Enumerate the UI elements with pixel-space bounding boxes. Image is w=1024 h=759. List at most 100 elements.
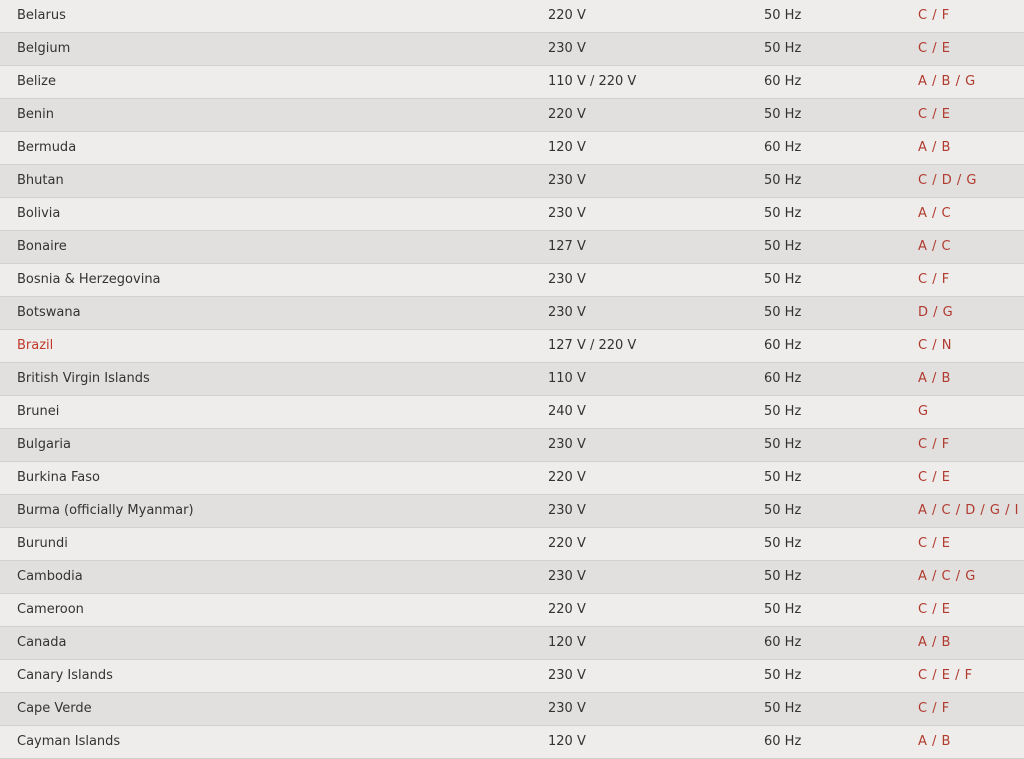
plug-types-cell: A / C / D / G / I [918, 503, 1019, 518]
frequency-cell: 50 Hz [764, 404, 802, 419]
voltage-cell: 120 V [548, 734, 586, 749]
table-row: Bhutan 230 V 50 Hz C / D / G [0, 165, 1024, 198]
voltage-cell: 230 V [548, 206, 586, 221]
voltage-cell: 240 V [548, 404, 586, 419]
plug-types-cell: A / B [918, 140, 951, 155]
frequency-cell: 60 Hz [764, 371, 802, 386]
voltage-cell: 220 V [548, 602, 586, 617]
country-cell: Burma (officially Myanmar) [17, 503, 194, 518]
country-cell: Botswana [17, 305, 81, 320]
frequency-cell: 50 Hz [764, 668, 802, 683]
table-row: Benin 220 V 50 Hz C / E [0, 99, 1024, 132]
plug-types-cell: A / B / G [918, 74, 976, 89]
plug-types-cell: C / N [918, 338, 952, 353]
table-row: Bosnia & Herzegovina 230 V 50 Hz C / F [0, 264, 1024, 297]
plug-types-cell: A / B [918, 371, 951, 386]
plug-types-cell: C / E [918, 470, 951, 485]
voltage-cell: 120 V [548, 140, 586, 155]
table-row: Brunei 240 V 50 Hz G [0, 396, 1024, 429]
plug-types-cell: A / B [918, 635, 951, 650]
voltage-cell: 230 V [548, 503, 586, 518]
country-cell: Bolivia [17, 206, 61, 221]
plug-types-cell: C / E [918, 41, 951, 56]
frequency-cell: 50 Hz [764, 107, 802, 122]
frequency-cell: 50 Hz [764, 239, 802, 254]
table-row: Botswana 230 V 50 Hz D / G [0, 297, 1024, 330]
plug-types-cell: C / E [918, 602, 951, 617]
frequency-cell: 50 Hz [764, 305, 802, 320]
plug-types-cell: A / C / G [918, 569, 976, 584]
voltage-cell: 230 V [548, 437, 586, 452]
country-cell: Cayman Islands [17, 734, 121, 749]
table-row: Bulgaria 230 V 50 Hz C / F [0, 429, 1024, 462]
country-cell: Cape Verde [17, 701, 92, 716]
country-cell: Canada [17, 635, 67, 650]
voltage-cell: 230 V [548, 41, 586, 56]
voltage-cell: 230 V [548, 173, 586, 188]
country-link[interactable]: Brazil [17, 338, 54, 353]
plug-types-cell: A / B [918, 734, 951, 749]
voltage-cell: 230 V [548, 701, 586, 716]
country-cell: Brunei [17, 404, 60, 419]
country-cell: Burundi [17, 536, 68, 551]
country-cell: Bulgaria [17, 437, 71, 452]
frequency-cell: 50 Hz [764, 569, 802, 584]
frequency-cell: 50 Hz [764, 701, 802, 716]
frequency-cell: 50 Hz [764, 470, 802, 485]
table-row: Canada 120 V 60 Hz A / B [0, 627, 1024, 660]
voltage-cell: 230 V [548, 305, 586, 320]
voltage-cell: 120 V [548, 635, 586, 650]
frequency-cell: 50 Hz [764, 41, 802, 56]
frequency-cell: 50 Hz [764, 206, 802, 221]
table-row: Burma (officially Myanmar) 230 V 50 Hz A / … [0, 495, 1024, 528]
voltage-cell: 220 V [548, 470, 586, 485]
plug-types-cell: C / D / G [918, 173, 977, 188]
plug-types-cell: D / G [918, 305, 954, 320]
frequency-cell: 50 Hz [764, 437, 802, 452]
frequency-cell: 50 Hz [764, 173, 802, 188]
voltage-cell: 127 V [548, 239, 586, 254]
frequency-cell: 50 Hz [764, 503, 802, 518]
table-row: Cambodia 230 V 50 Hz A / C / G [0, 561, 1024, 594]
country-cell: Bhutan [17, 173, 64, 188]
frequency-cell: 60 Hz [764, 140, 802, 155]
frequency-cell: 60 Hz [764, 734, 802, 749]
country-cell: Belgium [17, 41, 71, 56]
table-row: Belize 110 V / 220 V 60 Hz A / B / G [0, 66, 1024, 99]
plug-types-cell: C / E / F [918, 668, 973, 683]
table-row: Bolivia 230 V 50 Hz A / C [0, 198, 1024, 231]
plug-types-cell: C / F [918, 701, 950, 716]
table-row: Belgium 230 V 50 Hz C / E [0, 33, 1024, 66]
table-row: British Virgin Islands 110 V 60 Hz A / B [0, 363, 1024, 396]
frequency-cell: 50 Hz [764, 8, 802, 23]
plug-types-cell: A / C [918, 206, 952, 221]
country-cell: Burkina Faso [17, 470, 100, 485]
plug-types-cell: C / E [918, 107, 951, 122]
country-cell: British Virgin Islands [17, 371, 150, 386]
plug-types-cell: A / C [918, 239, 952, 254]
country-cell: Cambodia [17, 569, 83, 584]
country-cell: Belarus [17, 8, 66, 23]
table-row: Belarus 220 V 50 Hz C / F [0, 0, 1024, 33]
voltage-cell: 230 V [548, 272, 586, 287]
country-cell: Bonaire [17, 239, 67, 254]
country-cell: Canary Islands [17, 668, 113, 683]
table-row: Cape Verde 230 V 50 Hz C / F [0, 693, 1024, 726]
plug-types-cell: C / F [918, 272, 950, 287]
frequency-cell: 60 Hz [764, 338, 802, 353]
frequency-cell: 60 Hz [764, 74, 802, 89]
plug-types-cell: C / F [918, 437, 950, 452]
plug-types-cell: C / E [918, 536, 951, 551]
frequency-cell: 50 Hz [764, 602, 802, 617]
table-row: Bermuda 120 V 60 Hz A / B [0, 132, 1024, 165]
plug-types-cell: G [918, 404, 929, 419]
voltage-cell: 110 V / 220 V [548, 74, 637, 89]
frequency-cell: 50 Hz [764, 272, 802, 287]
plug-types-cell: C / F [918, 8, 950, 23]
frequency-cell: 60 Hz [764, 635, 802, 650]
table-row: Canary Islands 230 V 50 Hz C / E / F [0, 660, 1024, 693]
table-row: Brazil 127 V / 220 V 60 Hz C / N [0, 330, 1024, 363]
voltage-cell: 220 V [548, 107, 586, 122]
table-row: Cayman Islands 120 V 60 Hz A / B [0, 726, 1024, 759]
